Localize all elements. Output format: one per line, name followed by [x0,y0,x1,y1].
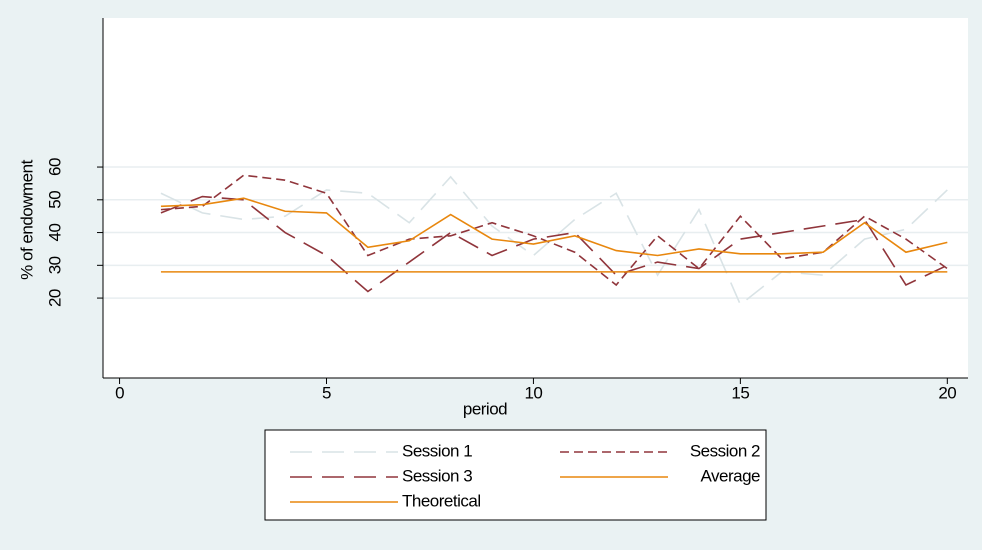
series-line [160,197,948,257]
y-tick-label: 20 [45,289,64,307]
y-tick-label: 60 [45,158,64,176]
legend-label: Theoretical [402,491,481,510]
series-line [160,174,948,287]
x-tick-label: 20 [938,383,956,402]
legend-label: Average [700,466,760,485]
x-tick-label: 5 [322,383,331,402]
y-tick-label: 40 [45,224,64,242]
legend-label: Session 3 [402,466,472,485]
plot-area [103,18,968,378]
legend-label: Session 2 [690,441,760,460]
legend-box [264,429,767,521]
y-axis-label: % of endowment [17,159,36,279]
x-tick-label: 15 [731,383,749,402]
y-tick-label: 50 [45,191,64,209]
x-axis-label: period [463,399,507,418]
x-tick-label: 0 [115,383,124,402]
y-tick-label: 30 [45,256,64,274]
series-line [160,195,948,293]
x-tick-label: 10 [524,383,542,402]
legend-label: Session 1 [402,441,472,460]
